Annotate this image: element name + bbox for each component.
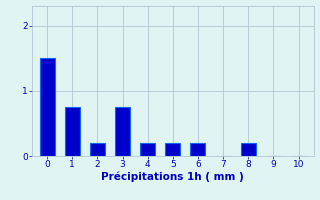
- Bar: [40, 58, 55, 156]
- Bar: [65, 107, 80, 156]
- Bar: [140, 143, 155, 156]
- Bar: [190, 143, 205, 156]
- Bar: [90, 143, 105, 156]
- Bar: [241, 143, 256, 156]
- Bar: [115, 107, 130, 156]
- Bar: [165, 143, 180, 156]
- X-axis label: Précipitations 1h ( mm ): Précipitations 1h ( mm ): [101, 172, 244, 182]
